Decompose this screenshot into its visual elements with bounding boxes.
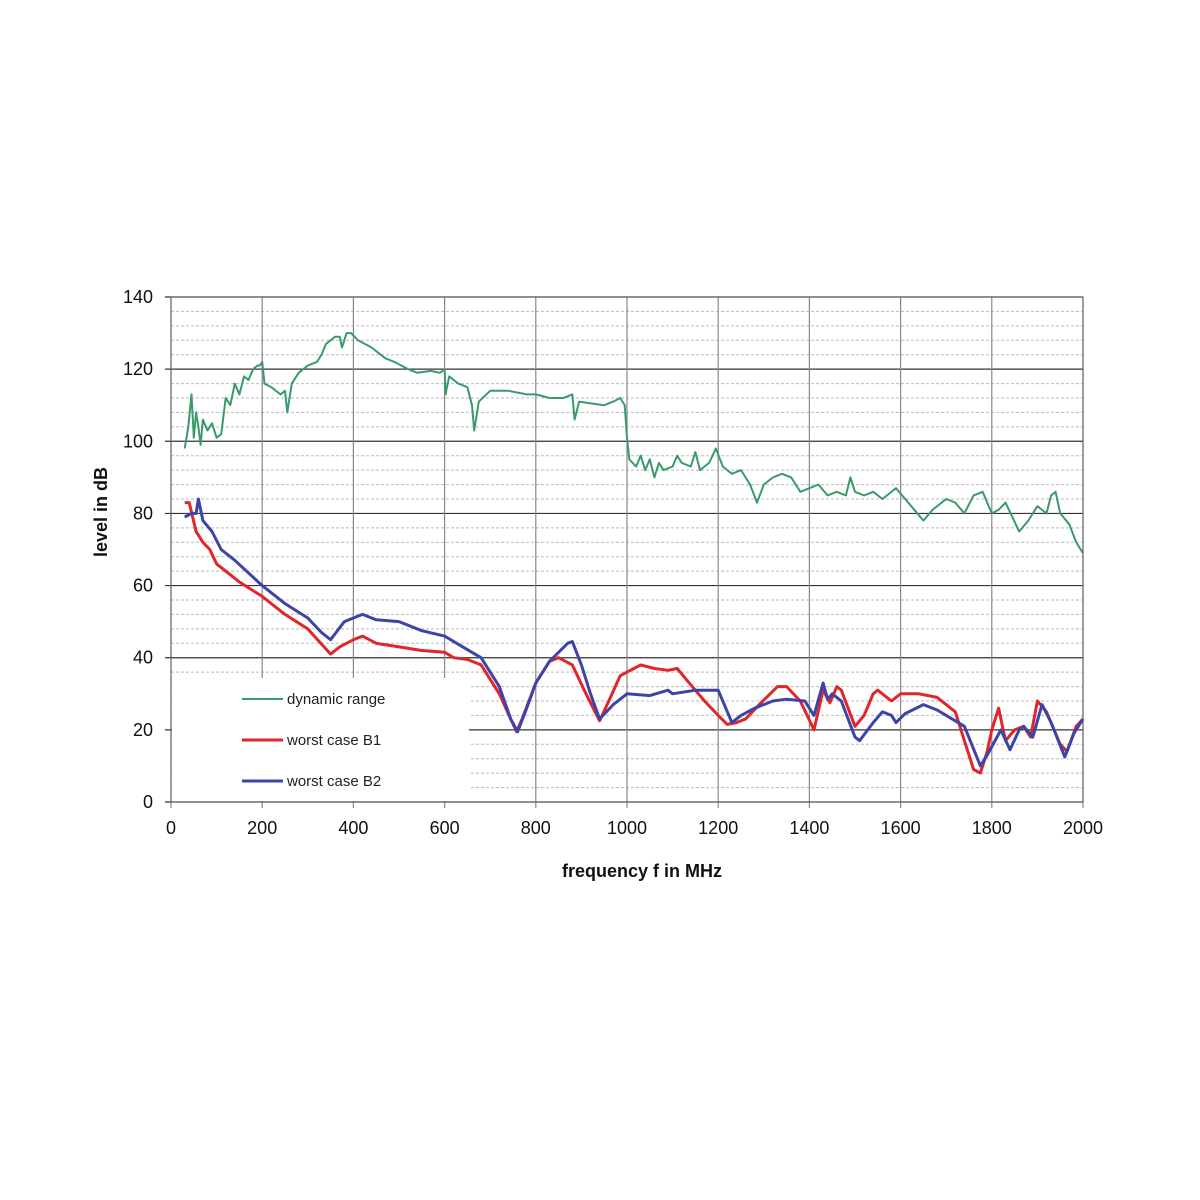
y-tick-label: 0 <box>143 792 153 812</box>
y-tick-label: 100 <box>123 431 153 451</box>
y-tick-label: 40 <box>133 648 153 668</box>
series-line-worst-case-B2 <box>183 497 1085 768</box>
x-tick-label: 1600 <box>881 818 921 838</box>
series-line-dynamic-range <box>183 332 1084 554</box>
legend-background <box>172 678 469 801</box>
x-tick-label: 1400 <box>789 818 829 838</box>
x-tick-label: 1000 <box>607 818 647 838</box>
legend: dynamic range worst case B1 worst case B2 <box>242 691 385 790</box>
x-tick-label: 800 <box>521 818 551 838</box>
y-tick-label: 80 <box>133 503 153 523</box>
x-tick-label: 600 <box>430 818 460 838</box>
x-tick-label: 400 <box>338 818 368 838</box>
series-lines <box>183 332 1085 775</box>
x-tick-label: 2000 <box>1063 818 1103 838</box>
y-tick-label: 140 <box>123 287 153 307</box>
x-tick-label: 0 <box>166 818 176 838</box>
legend-label: dynamic range <box>287 691 385 708</box>
y-axis-title: level in dB <box>91 467 111 557</box>
x-axis-title: frequency f in MHz <box>562 861 722 881</box>
x-tick-label: 1200 <box>698 818 738 838</box>
y-tick-label: 120 <box>123 359 153 379</box>
y-tick-label: 60 <box>133 576 153 596</box>
x-tick-label: 1800 <box>972 818 1012 838</box>
plot-frame <box>170 296 1084 803</box>
x-tick-label: 200 <box>247 818 277 838</box>
y-tick-label: 20 <box>133 720 153 740</box>
legend-label: worst case B1 <box>286 732 381 749</box>
legend-label: worst case B2 <box>286 773 381 790</box>
